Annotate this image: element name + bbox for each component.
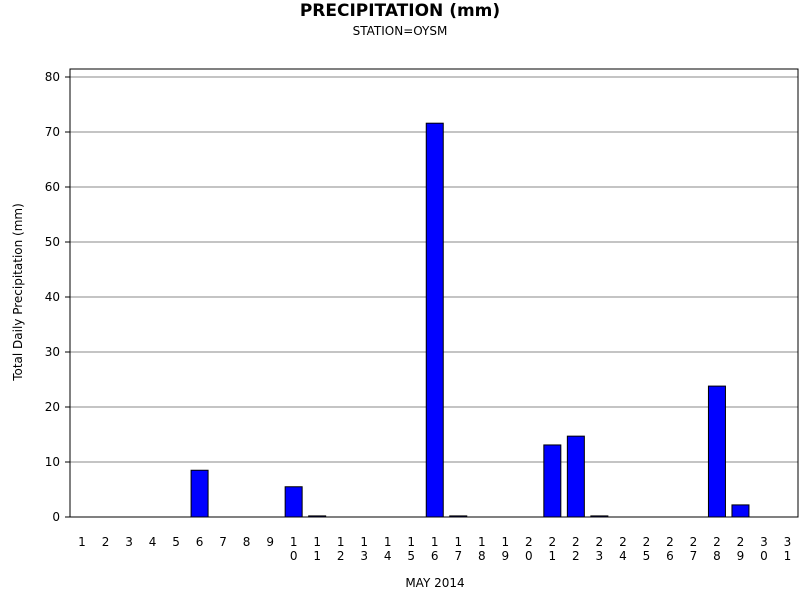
bar-day-29 (731, 504, 750, 518)
x-tick-labels: 1 2 3 4 5 6 7 8 9 1 01 11 21 31 41 51 61 71 81 92 02 12 22 32 42… (78, 535, 791, 563)
chart-title: PRECIPITATION (mm) (299, 1, 501, 21)
y-tick-labels: 0 10 20 30 40 50 60 70 80 (45, 70, 60, 524)
y-tick-label: 0 (52, 510, 60, 524)
y-tick-label: 30 (45, 345, 60, 359)
x-axis-label: MAY 2014 (405, 576, 464, 590)
chart-subtitle: STATION=OYSM (352, 24, 448, 38)
x-tick-label: 2 (102, 535, 110, 549)
y-tick-label: 10 (45, 455, 60, 469)
bar-day-21 (543, 444, 562, 518)
y-tick-label: 60 (45, 180, 60, 194)
bar-day-28 (707, 385, 726, 518)
bar-day-16 (425, 122, 444, 518)
x-tick-label: 8 (243, 535, 251, 549)
bar-day-6 (190, 469, 209, 518)
y-tick-label: 40 (45, 290, 60, 304)
bar-day-22 (566, 435, 585, 518)
plot-frame (69, 68, 799, 518)
x-tick-label: 4 (149, 535, 157, 549)
x-tick-label: 6 (196, 535, 204, 549)
x-tick-label: 7 (219, 535, 227, 549)
x-tick-label: 5 (172, 535, 180, 549)
y-tick-label: 20 (45, 400, 60, 414)
y-tick-label: 80 (45, 70, 60, 84)
axes (65, 68, 799, 518)
y-axis-label: Total Daily Precipitation (mm) (11, 203, 25, 382)
x-tick-label: 1 (78, 535, 86, 549)
y-tick-label: 70 (45, 125, 60, 139)
bar-day-10 (284, 486, 303, 518)
bars (190, 122, 750, 518)
x-tick-label: 9 (266, 535, 274, 549)
x-tick-label: 3 (125, 535, 133, 549)
y-tick-label: 50 (45, 235, 60, 249)
